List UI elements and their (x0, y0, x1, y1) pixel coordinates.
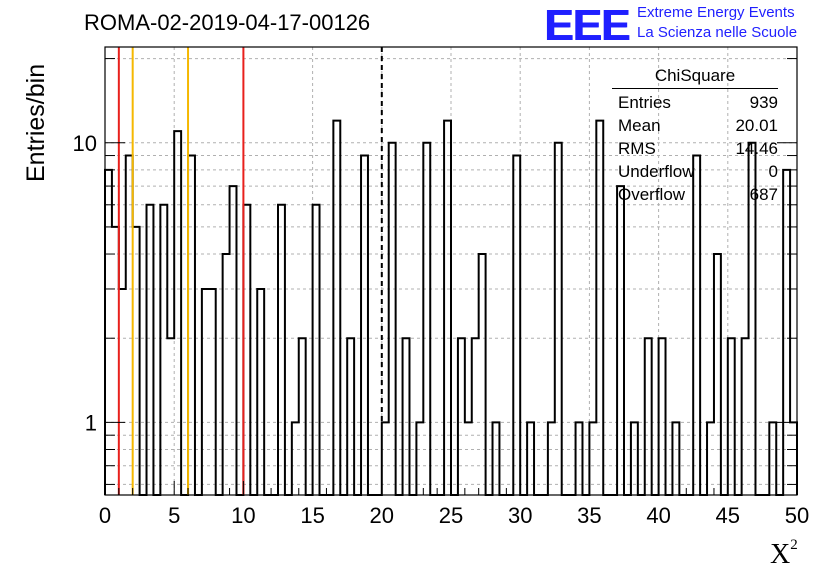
axis-ticks (104, 58, 798, 495)
histogram-bin (174, 131, 181, 495)
x-tick-label: 25 (439, 503, 463, 528)
histogram-bin (728, 338, 735, 495)
x-tick-label: 35 (577, 503, 601, 528)
histogram-bin (769, 422, 776, 495)
histogram-bin (576, 422, 583, 495)
stats-row-entries: Entries 939 (612, 91, 778, 114)
stats-value: 20.01 (735, 116, 778, 135)
x-tick-label: 20 (370, 503, 394, 528)
x-axis-label: X2 (770, 537, 798, 570)
histogram-bin (167, 338, 174, 495)
stats-key: Mean (618, 116, 661, 135)
histogram-bin (188, 156, 195, 495)
stats-value: 0 (768, 162, 778, 181)
histogram-bin (645, 338, 652, 495)
x-tick-label: 0 (99, 503, 111, 528)
histogram-bin (333, 121, 340, 495)
histogram-bin (347, 338, 354, 495)
histogram-bin (292, 422, 299, 495)
x-tick-label: 45 (716, 503, 740, 528)
histogram-bin (423, 143, 430, 495)
histogram-bin (596, 121, 603, 495)
histogram-bin (126, 156, 133, 495)
stats-row-underflow: Underflow 0 (612, 160, 778, 183)
stats-value: 939 (749, 93, 778, 112)
histogram-bin (299, 338, 306, 495)
histogram-bin (742, 338, 749, 495)
histogram-bin (313, 205, 320, 495)
x-tick-label: 15 (300, 503, 324, 528)
y-axis-label: Entries/bin (22, 63, 50, 182)
histogram-bin (783, 170, 790, 495)
histogram-bin (631, 422, 638, 495)
logo-line-2: La Scienza nelle Scuole (637, 24, 798, 41)
histogram-bin (714, 254, 721, 495)
histogram-bin (589, 422, 596, 495)
x-tick-label: 40 (646, 503, 670, 528)
histogram-bin (465, 422, 472, 495)
eee-logo: EEE (544, 1, 630, 50)
histogram-bin (209, 289, 216, 495)
histogram-bin (133, 227, 140, 495)
grid (105, 47, 797, 495)
histogram-bin (403, 338, 410, 495)
x-tick-label: 5 (168, 503, 180, 528)
histogram-bin (389, 143, 396, 495)
histogram-bin (458, 338, 465, 495)
stats-value: 14.46 (735, 139, 778, 158)
histogram-bin (555, 143, 562, 495)
histogram-bin (278, 205, 285, 495)
histogram-bin (693, 156, 700, 495)
histogram-bin (513, 156, 520, 495)
stats-key: RMS (618, 139, 656, 158)
stats-key: Entries (618, 93, 671, 112)
histogram-bin (382, 422, 389, 495)
stats-key: Overflow (618, 185, 686, 204)
stats-title: ChiSquare (612, 66, 778, 89)
stats-row-rms: RMS 14.46 (612, 137, 778, 160)
logo-line-1: Extreme Energy Events (637, 4, 795, 21)
histogram-bin (119, 289, 126, 495)
marker-lines (117, 47, 383, 495)
histogram-bin (160, 205, 167, 495)
histogram-bin (112, 227, 119, 495)
histogram-bin (548, 422, 555, 495)
histogram-bin (479, 254, 486, 495)
histogram-bin (527, 422, 534, 495)
histogram-bin (659, 338, 666, 495)
histogram-bin (147, 205, 154, 495)
stats-value: 687 (749, 185, 778, 204)
histogram-bin (257, 289, 264, 495)
histogram-bin (243, 205, 250, 495)
histogram-bin (202, 289, 209, 495)
y-tick-label: 1 (85, 410, 97, 435)
histogram-bin (230, 186, 237, 495)
histogram-bin (444, 121, 451, 495)
histogram-bin (105, 170, 112, 495)
stats-key: Underflow (618, 162, 695, 181)
histogram-bin (416, 422, 423, 495)
y-tick-label: 10 (73, 131, 97, 156)
tick-labels: 0 5 10 15 20 25 30 35 40 45 50 1 10 (73, 131, 810, 528)
histogram-bin (672, 422, 679, 495)
stats-row-overflow: Overflow 687 (612, 183, 778, 206)
x-tick-label: 30 (508, 503, 532, 528)
histogram-bin (472, 338, 479, 495)
stats-box: ChiSquare Entries 939 Mean 20.01 RMS 14.… (612, 66, 778, 206)
x-tick-label: 50 (785, 503, 809, 528)
histogram-bin (707, 422, 714, 495)
histogram-bin (493, 422, 500, 495)
run-title: ROMA-02-2019-04-17-00126 (84, 10, 371, 35)
stats-row-mean: Mean 20.01 (612, 114, 778, 137)
histogram-bin (223, 254, 230, 495)
x-tick-label: 10 (231, 503, 255, 528)
histogram-bin (361, 156, 368, 495)
histogram-bin (617, 186, 624, 495)
